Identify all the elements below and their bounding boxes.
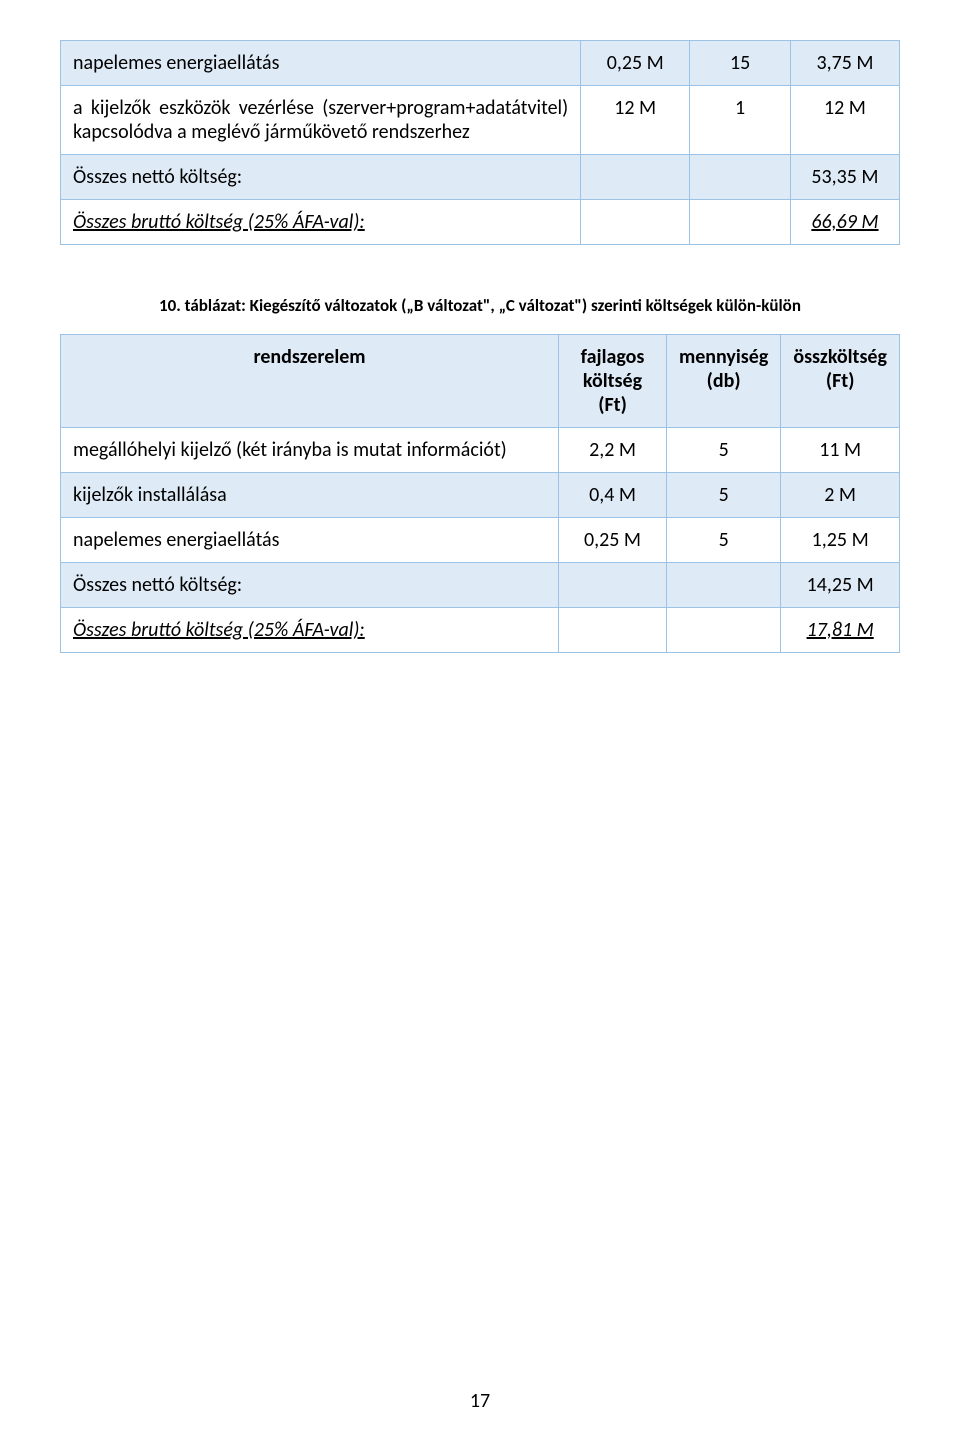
- cell-quantity: [690, 200, 791, 245]
- cell-label: Összes nettó költség:: [61, 563, 559, 608]
- cell-unit-cost: [559, 563, 667, 608]
- table-row: Összes bruttó költség (25% ÁFA-val): 17,…: [61, 608, 900, 653]
- cell-label: Összes nettó költség:: [61, 155, 581, 200]
- page-number: 17: [0, 1389, 960, 1413]
- cell-unit-cost: 0,4 M: [559, 473, 667, 518]
- cell-label: kijelzők installálása: [61, 473, 559, 518]
- cell-quantity: [666, 563, 780, 608]
- cell-label: a kijelzők eszközök vezérlése (szerver+p…: [61, 86, 581, 155]
- header-fajlagos: fajlagos költség (Ft): [559, 335, 667, 428]
- cell-quantity: 5: [666, 428, 780, 473]
- cell-unit-cost: 0,25 M: [559, 518, 667, 563]
- cell-label: napelemes energiaellátás: [61, 41, 581, 86]
- cell-total: 1,25 M: [781, 518, 900, 563]
- table-row: Összes nettó költség: 14,25 M: [61, 563, 900, 608]
- cell-total: 11 M: [781, 428, 900, 473]
- cell-quantity: 5: [666, 473, 780, 518]
- cell-total: 2 M: [781, 473, 900, 518]
- table-row: Összes nettó költség: 53,35 M: [61, 155, 900, 200]
- table-row: kijelzők installálása 0,4 M 5 2 M: [61, 473, 900, 518]
- cell-total: 17,81 M: [781, 608, 900, 653]
- header-rendszerelem: rendszerelem: [61, 335, 559, 428]
- table-caption: 10. táblázat: Kiegészítő változatok („B …: [60, 295, 900, 316]
- cell-quantity: 1: [690, 86, 791, 155]
- cell-unit-cost: [581, 200, 690, 245]
- cell-label: megállóhelyi kijelző (két irányba is mut…: [61, 428, 559, 473]
- header-osszkoltseg: összköltség (Ft): [781, 335, 900, 428]
- cell-quantity: [666, 608, 780, 653]
- header-mennyiseg: mennyiség (db): [666, 335, 780, 428]
- cell-unit-cost: 2,2 M: [559, 428, 667, 473]
- cell-quantity: 15: [690, 41, 791, 86]
- cell-unit-cost: 12 M: [581, 86, 690, 155]
- cell-total: 12 M: [790, 86, 899, 155]
- cell-label: Összes bruttó költség (25% ÁFA-val):: [61, 200, 581, 245]
- cell-total: 66,69 M: [790, 200, 899, 245]
- cell-label: Összes bruttó költség (25% ÁFA-val):: [61, 608, 559, 653]
- cell-total: 3,75 M: [790, 41, 899, 86]
- table-header-row: rendszerelem fajlagos költség (Ft) menny…: [61, 335, 900, 428]
- cell-total: 14,25 M: [781, 563, 900, 608]
- cell-unit-cost: 0,25 M: [581, 41, 690, 86]
- costs-table-1: napelemes energiaellátás 0,25 M 15 3,75 …: [60, 40, 900, 245]
- table-row: napelemes energiaellátás 0,25 M 15 3,75 …: [61, 41, 900, 86]
- costs-table-2: rendszerelem fajlagos költség (Ft) menny…: [60, 334, 900, 653]
- cell-unit-cost: [559, 608, 667, 653]
- table-row: a kijelzők eszközök vezérlése (szerver+p…: [61, 86, 900, 155]
- cell-total: 53,35 M: [790, 155, 899, 200]
- cell-quantity: [690, 155, 791, 200]
- cell-label: napelemes energiaellátás: [61, 518, 559, 563]
- table-row: Összes bruttó költség (25% ÁFA-val): 66,…: [61, 200, 900, 245]
- cell-unit-cost: [581, 155, 690, 200]
- cell-quantity: 5: [666, 518, 780, 563]
- table-row: megállóhelyi kijelző (két irányba is mut…: [61, 428, 900, 473]
- table-row: napelemes energiaellátás 0,25 M 5 1,25 M: [61, 518, 900, 563]
